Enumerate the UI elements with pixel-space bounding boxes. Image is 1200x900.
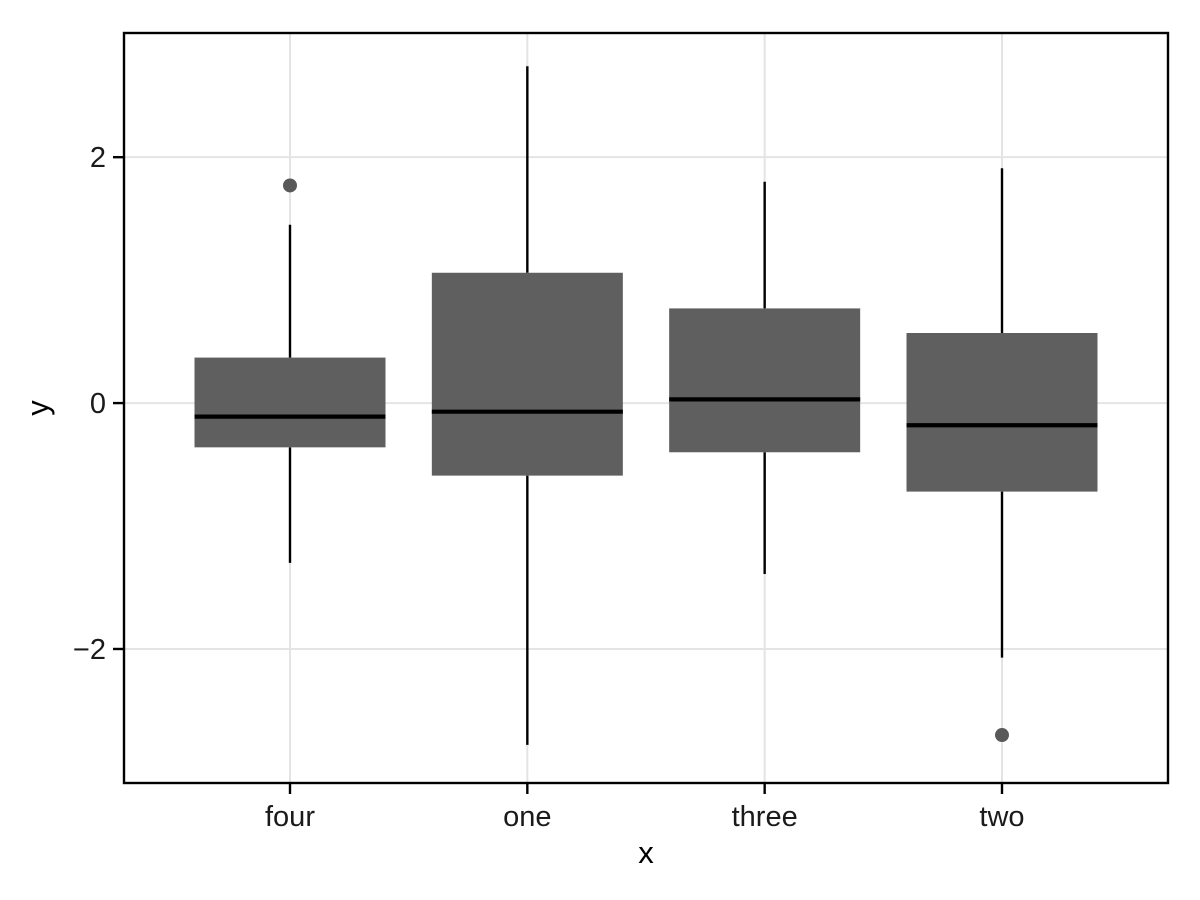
x-tick-label: two — [979, 801, 1024, 833]
y-tick-label: −2 — [73, 634, 106, 666]
x-tick-label: one — [503, 801, 551, 833]
y-tick-label: 2 — [90, 142, 106, 174]
outlier-point — [283, 178, 297, 193]
boxplot-box — [194, 357, 386, 448]
outlier-point — [995, 728, 1009, 743]
panel-border — [122, 31, 1170, 785]
x-tick-label: three — [732, 801, 798, 833]
boxplot-box — [431, 272, 623, 476]
boxplot-box — [669, 308, 861, 453]
y-axis-title: y — [20, 400, 55, 416]
x-axis-title: x — [638, 835, 654, 870]
y-tick-label: 0 — [90, 388, 106, 420]
boxplot-box — [906, 333, 1098, 492]
x-tick-label: four — [265, 801, 315, 833]
